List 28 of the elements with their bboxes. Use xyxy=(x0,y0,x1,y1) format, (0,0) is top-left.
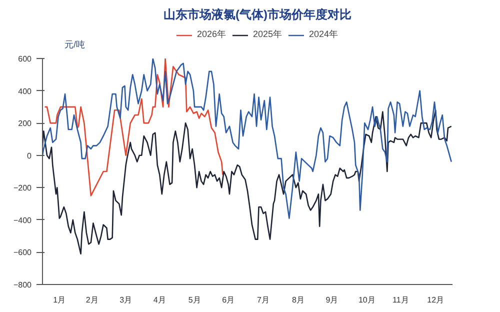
x-tick-label: 6月 xyxy=(222,296,235,304)
x-tick-label: 7月 xyxy=(257,296,270,304)
line-series xyxy=(42,110,452,254)
y-tick-label: 0 xyxy=(27,151,32,160)
x-tick-label: 9月 xyxy=(326,296,338,304)
y-tick-label: −200 xyxy=(13,184,32,193)
x-tick-label: 2月 xyxy=(86,296,98,304)
legend-label: 2024年 xyxy=(309,28,338,41)
x-tick-label: 11月 xyxy=(392,296,409,304)
x-tick-label: 5月 xyxy=(188,296,201,304)
line-series xyxy=(42,58,452,219)
y-axis-title: 元/吨 xyxy=(64,40,86,50)
chart-title: 山东市场液氯(气体)市场价年度对比 xyxy=(164,8,352,22)
x-tick-label: 1月 xyxy=(53,296,66,304)
line-series xyxy=(44,58,224,196)
y-tick-label: −800 xyxy=(13,280,32,290)
x-tick-label: 4月 xyxy=(153,296,166,304)
x-tick-label: 3月 xyxy=(120,296,132,304)
x-tick-label: 8月 xyxy=(292,296,304,304)
y-tick-label: 400 xyxy=(18,86,32,96)
y-tick-label: 600 xyxy=(18,54,32,64)
legend-label: 2025年 xyxy=(252,28,282,41)
legend-label: 2026年 xyxy=(196,28,226,41)
y-tick-label: −400 xyxy=(13,216,32,225)
x-tick-label: 12月 xyxy=(427,296,444,304)
y-tick-label: 200 xyxy=(18,119,32,128)
x-tick-label: 10月 xyxy=(358,296,376,304)
y-tick-label: −600 xyxy=(13,248,32,258)
